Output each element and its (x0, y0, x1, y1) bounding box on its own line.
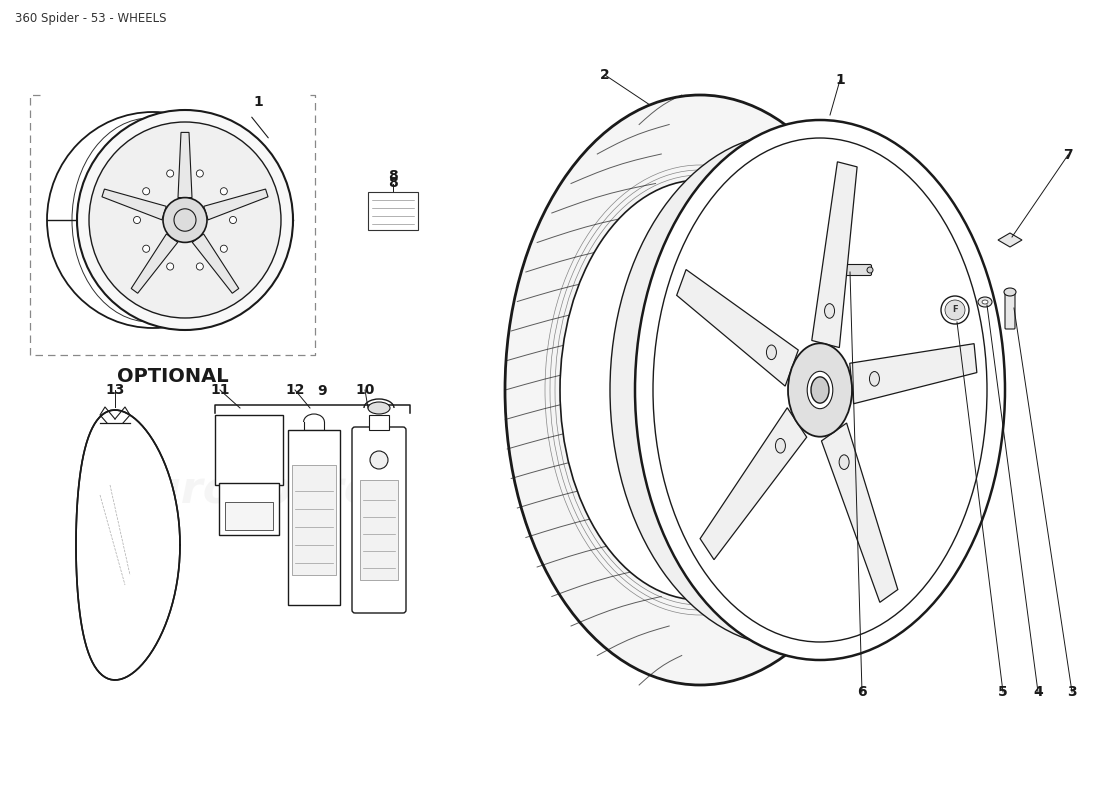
Ellipse shape (982, 300, 988, 304)
Ellipse shape (143, 245, 150, 252)
Polygon shape (812, 162, 857, 347)
Ellipse shape (767, 345, 777, 360)
Text: 6: 6 (857, 685, 867, 699)
Bar (360, 480, 398, 580)
Text: F: F (953, 306, 958, 314)
Text: 4: 4 (1033, 685, 1043, 699)
Ellipse shape (807, 371, 833, 409)
Ellipse shape (196, 263, 204, 270)
Text: 10: 10 (355, 383, 375, 397)
Ellipse shape (220, 245, 228, 252)
Ellipse shape (220, 188, 228, 195)
Text: 3: 3 (1067, 685, 1077, 699)
Ellipse shape (77, 110, 293, 330)
Ellipse shape (839, 455, 849, 470)
Ellipse shape (560, 180, 840, 600)
Ellipse shape (1004, 288, 1016, 296)
Ellipse shape (978, 297, 992, 307)
Ellipse shape (776, 438, 785, 453)
Bar (226, 502, 273, 530)
Text: 1: 1 (835, 73, 845, 87)
FancyBboxPatch shape (1005, 291, 1015, 329)
Polygon shape (822, 423, 898, 602)
Text: 12: 12 (285, 383, 305, 397)
Bar (368, 415, 389, 430)
Text: eurospares: eurospares (119, 469, 400, 511)
Text: 360 Spider - 53 - WHEELS: 360 Spider - 53 - WHEELS (15, 12, 166, 25)
Ellipse shape (89, 122, 280, 318)
Bar (368, 192, 418, 230)
Polygon shape (131, 234, 178, 294)
Text: 9: 9 (318, 384, 328, 398)
Circle shape (945, 300, 965, 320)
Polygon shape (76, 410, 180, 680)
Text: 2: 2 (601, 68, 609, 82)
Ellipse shape (167, 170, 174, 177)
Text: 1: 1 (253, 95, 263, 109)
Polygon shape (849, 344, 977, 404)
Text: 8: 8 (388, 176, 398, 190)
Ellipse shape (133, 217, 141, 223)
Bar (288, 430, 340, 605)
Text: eurospares: eurospares (590, 469, 871, 511)
Text: 13: 13 (106, 383, 124, 397)
Polygon shape (700, 408, 806, 560)
Text: 7: 7 (1064, 148, 1072, 162)
Polygon shape (998, 233, 1022, 247)
Ellipse shape (610, 134, 970, 646)
Ellipse shape (143, 188, 150, 195)
FancyBboxPatch shape (840, 265, 871, 275)
Ellipse shape (368, 402, 390, 414)
Ellipse shape (788, 343, 853, 437)
Text: 8: 8 (388, 169, 398, 183)
Bar (292, 465, 336, 575)
Polygon shape (192, 234, 239, 294)
Ellipse shape (230, 217, 236, 223)
Text: 5: 5 (998, 685, 1008, 699)
Polygon shape (204, 189, 268, 220)
Polygon shape (178, 133, 192, 198)
Ellipse shape (505, 95, 895, 685)
Text: 11: 11 (210, 383, 230, 397)
Ellipse shape (370, 451, 388, 469)
Polygon shape (676, 270, 799, 386)
Ellipse shape (811, 377, 829, 403)
Ellipse shape (167, 263, 174, 270)
Circle shape (940, 296, 969, 324)
Bar (214, 415, 283, 485)
Ellipse shape (635, 120, 1005, 660)
FancyBboxPatch shape (352, 427, 406, 613)
Ellipse shape (825, 304, 835, 318)
Bar (219, 483, 279, 535)
Ellipse shape (869, 371, 880, 386)
Ellipse shape (196, 170, 204, 177)
Ellipse shape (867, 267, 873, 273)
Ellipse shape (163, 198, 207, 242)
Text: OPTIONAL: OPTIONAL (117, 367, 229, 386)
Polygon shape (102, 189, 166, 220)
